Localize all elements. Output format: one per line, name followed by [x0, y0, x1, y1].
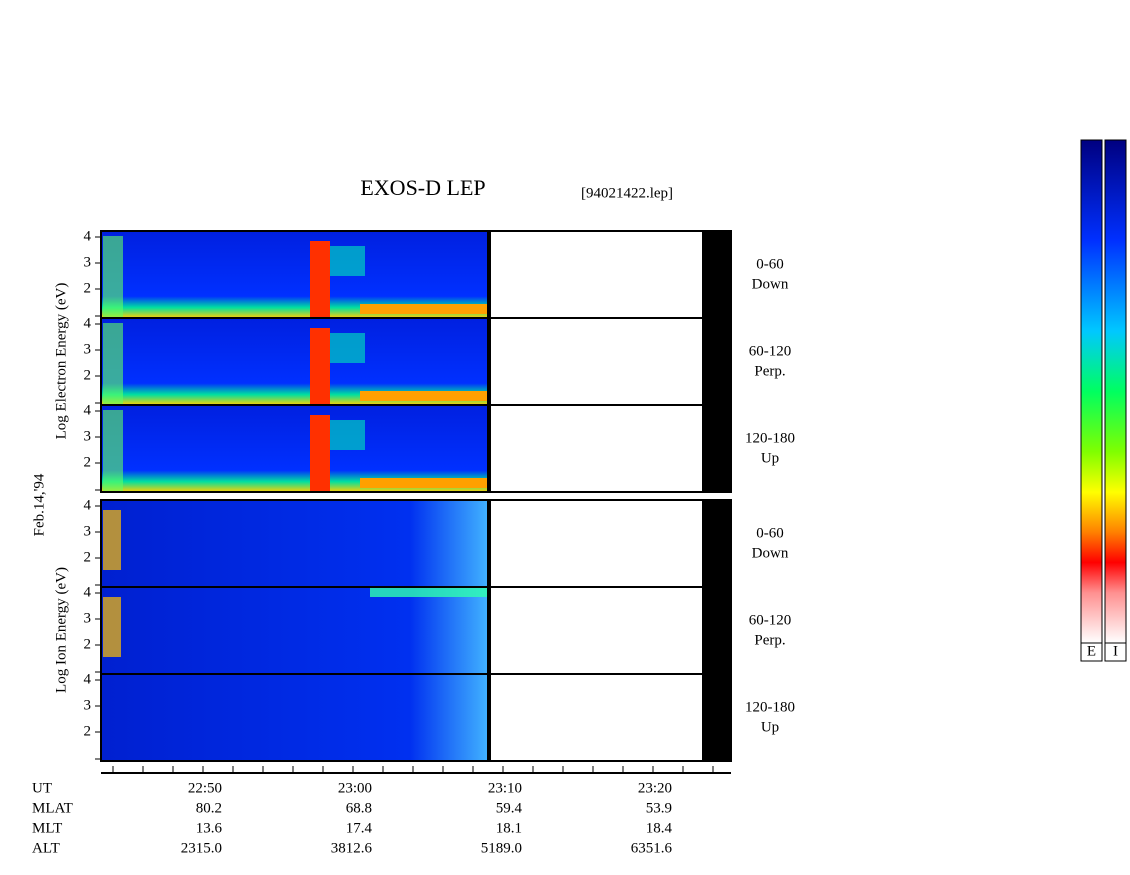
- y-tick-label: 3: [84, 428, 92, 444]
- y-tick-label: 4: [84, 315, 92, 331]
- ephemeris-value: 80.2: [196, 800, 222, 816]
- channel-label: Down: [752, 276, 789, 292]
- spectrogram: [101, 500, 487, 587]
- y-tick-label: 4: [84, 228, 92, 244]
- y-tick-label: 4: [84, 671, 92, 687]
- y-tick-label: 3: [84, 523, 92, 539]
- spectrogram: [101, 231, 487, 318]
- spectrogram-feature: [330, 246, 365, 276]
- ephemeris-value: 17.4: [346, 820, 373, 836]
- title: EXOS-D LEP: [360, 175, 485, 200]
- y-tick-label: 2: [84, 454, 92, 470]
- ephemeris-value: 22:50: [188, 780, 222, 796]
- spectrogram: [101, 405, 487, 492]
- spectrogram-feature: [103, 510, 121, 570]
- no-data: [487, 318, 491, 405]
- channel-label: Perp.: [754, 632, 785, 648]
- no-data: [702, 587, 731, 674]
- spectrogram-feature: [360, 478, 487, 488]
- channel-label: Up: [761, 450, 779, 466]
- no-data: [702, 405, 731, 492]
- colorbar-label: I: [1113, 643, 1118, 659]
- ephemeris-value: 68.8: [346, 800, 372, 816]
- plots: 4 3 2 0-60 Down 4 3 2 60-120 Perp. 4 3 2 120-180 Up Log…: [32, 139, 1127, 856]
- ephemeris-value: 18.1: [496, 820, 522, 836]
- channel-label: 60-120: [749, 343, 792, 359]
- no-data: [487, 231, 491, 318]
- channel-label: Perp.: [754, 363, 785, 379]
- file-name: [94021422.lep]: [581, 185, 673, 201]
- spectrogram-feature: [103, 236, 123, 318]
- no-data: [702, 231, 731, 318]
- spectrogram-feature: [103, 410, 123, 492]
- spectrogram: [101, 587, 487, 674]
- ephemeris-value: 59.4: [496, 800, 523, 816]
- ephemeris-label: MLT: [32, 820, 62, 836]
- ephemeris-value: 23:10: [488, 780, 522, 796]
- spectrogram-feature: [330, 420, 365, 450]
- spectrogram-feature: [360, 391, 487, 401]
- channel-label: Down: [752, 545, 789, 561]
- ephemeris-value: 18.4: [646, 820, 673, 836]
- y-tick-label: 2: [84, 636, 92, 652]
- colorbar: [1104, 139, 1127, 644]
- spectrogram-feature: [103, 323, 123, 405]
- no-data: [487, 674, 491, 761]
- ephemeris-value: 3812.6: [331, 840, 373, 856]
- spectrogram-feature: [310, 241, 330, 318]
- ephemeris-value: 23:00: [338, 780, 372, 796]
- channel-label: 0-60: [756, 256, 784, 272]
- ephemeris-value: 6351.6: [631, 840, 673, 856]
- channel-label: 60-120: [749, 612, 792, 628]
- colorbar: [1080, 139, 1103, 644]
- colorbar-label-box: [1080, 642, 1103, 662]
- channel-label: 120-180: [745, 699, 795, 715]
- y-tick-label: 2: [84, 723, 92, 739]
- spectrogram-feature: [103, 597, 121, 657]
- y-tick-label: 4: [84, 402, 92, 418]
- channel-label: Up: [761, 719, 779, 735]
- no-data: [702, 674, 731, 761]
- no-data: [702, 318, 731, 405]
- colorbar-label-box: [1104, 642, 1127, 662]
- channel-label: 120-180: [745, 430, 795, 446]
- spectrogram: [101, 318, 487, 405]
- ephemeris-value: 5189.0: [481, 840, 522, 856]
- y-tick-label: 2: [84, 549, 92, 565]
- spectrogram-feature: [310, 328, 330, 405]
- y-axis-label: Log Ion Energy (eV): [53, 567, 69, 693]
- y-tick-label: 3: [84, 697, 92, 713]
- ephemeris-value: 2315.0: [181, 840, 222, 856]
- subpanel-frame: [100, 673, 732, 762]
- ephemeris-value: 13.6: [196, 820, 223, 836]
- y-tick-label: 3: [84, 254, 92, 270]
- ephemeris-label: MLAT: [32, 800, 73, 816]
- spectrogram-feature: [310, 415, 330, 492]
- ephemeris-value: 23:20: [638, 780, 672, 796]
- y-tick-label: 4: [84, 497, 92, 513]
- date-label: Feb.14,'94: [31, 473, 47, 536]
- spectrogram: [101, 674, 487, 761]
- no-data: [702, 500, 731, 587]
- channel-label: 0-60: [756, 525, 784, 541]
- y-tick-label: 4: [84, 584, 92, 600]
- no-data: [487, 500, 491, 587]
- spectrogram-feature: [330, 333, 365, 363]
- ephemeris-label: UT: [32, 780, 52, 796]
- y-axis-label: Log Electron Energy (eV): [53, 283, 69, 440]
- subpanel-frame: [100, 404, 732, 493]
- ephemeris-label: ALT: [32, 840, 60, 856]
- y-tick-label: 2: [84, 280, 92, 296]
- ephemeris-value: 53.9: [646, 800, 672, 816]
- spectrogram-feature: [360, 304, 487, 314]
- y-tick-label: 3: [84, 610, 92, 626]
- no-data: [487, 587, 491, 674]
- y-tick-label: 2: [84, 367, 92, 383]
- colorbar-label: E: [1087, 643, 1096, 659]
- no-data: [487, 405, 491, 492]
- y-tick-label: 3: [84, 341, 92, 357]
- spectrogram-feature: [370, 587, 487, 597]
